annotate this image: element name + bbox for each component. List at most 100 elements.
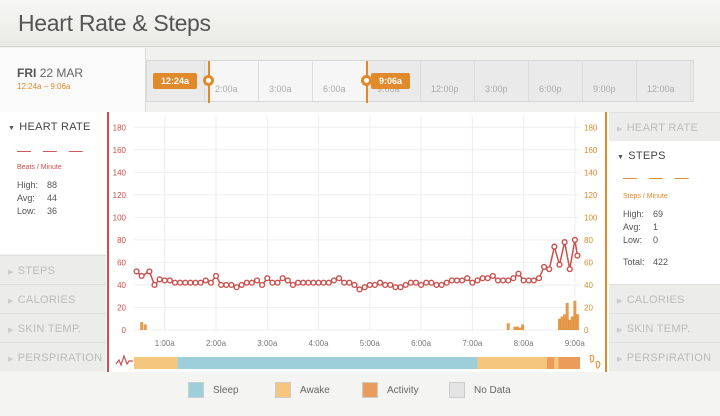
- heart-rate-point: [325, 279, 332, 286]
- heart-rate-steps-chart[interactable]: 0 20 40 60 80 100 120 140 160 180 0 20 40 60 80 100 120 1…: [106, 112, 609, 372]
- timeline-label: 3:00a: [269, 84, 292, 94]
- left-item-skin-temp[interactable]: ▶ SKIN TEMP.: [0, 313, 106, 342]
- heart-rate-point: [448, 277, 455, 284]
- left-item-calories[interactable]: ▶ CALORIES: [0, 284, 106, 313]
- activity-segment-activity: [558, 357, 580, 369]
- heart-rate-point: [520, 277, 527, 284]
- heart-rate-point: [469, 279, 476, 286]
- heart-rate-point: [259, 281, 266, 289]
- heart-rate-point: [212, 272, 220, 280]
- footsteps-icon: [589, 354, 601, 369]
- y-tick-label-left: 60: [117, 258, 126, 267]
- legend-label-no-data: No Data: [474, 385, 511, 396]
- heart-rate-point: [320, 279, 327, 286]
- timeline-selection[interactable]: [209, 61, 367, 101]
- activity-segment-sleep: [177, 357, 478, 369]
- stat-high-label: High:: [17, 180, 39, 190]
- heart-rate-point: [443, 279, 450, 286]
- steps-bar: [518, 327, 522, 330]
- heart-rate-point: [500, 277, 507, 284]
- stat-avg: Avg: 44: [17, 193, 57, 203]
- y-tick-label-left: 0: [122, 326, 127, 335]
- steps-bar: [568, 319, 572, 330]
- heart-rate-point: [341, 279, 348, 286]
- heart-rate-point: [284, 277, 291, 284]
- right-item-perspiration[interactable]: ▶ PERSPIRATION: [609, 342, 720, 371]
- heart-rate-point: [166, 277, 173, 284]
- x-tick-label: 4:00a: [309, 339, 330, 348]
- date-display: FRI 22 MAR 12:24a – 9:06a: [0, 48, 146, 112]
- legend-label-awake: Awake: [300, 385, 330, 396]
- heart-rate-point: [402, 281, 409, 289]
- heart-rate-point: [289, 281, 297, 289]
- timeline-label: 9:00a: [377, 84, 400, 94]
- heart-rate-dashes: — — —: [17, 142, 87, 158]
- steps-bar: [563, 314, 567, 330]
- heart-rate-point: [515, 270, 522, 277]
- heart-rate-point: [233, 284, 240, 291]
- heart-rate-point: [484, 275, 491, 282]
- chart-canvas[interactable]: 0 20 40 60 80 100 120 140 160 180 0 20 40 60 80 100 120 1…: [106, 112, 609, 372]
- steps-bar: [506, 323, 510, 330]
- heart-rate-point: [218, 281, 225, 289]
- heart-rate-point: [335, 275, 343, 282]
- heart-rate-point: [133, 268, 140, 275]
- heart-rate-point: [489, 272, 496, 280]
- legend-swatch-activity: [362, 382, 378, 398]
- right-item-calories[interactable]: ▶ CALORIES: [609, 284, 720, 313]
- right-item-label: CALORIES: [626, 294, 685, 306]
- date-value: 22 MAR: [39, 66, 84, 80]
- y-tick-label-left: 160: [113, 146, 127, 155]
- steps-dashes: — — —: [623, 169, 693, 185]
- left-item-label: PERSPIRATION: [17, 352, 103, 364]
- activity-segment-activity: [546, 357, 555, 369]
- steps-unit: Steps / Minute: [623, 193, 668, 200]
- y-tick-label-left: 140: [113, 168, 127, 177]
- timeline-label: 12:00p: [431, 84, 459, 94]
- heart-rate-header[interactable]: ▼ HEART RATE: [8, 121, 91, 133]
- page-title: Heart Rate & Steps: [18, 10, 211, 36]
- heart-rate-point: [397, 284, 404, 291]
- timeline-tick: [690, 61, 691, 101]
- stat-avg-label: Avg:: [623, 222, 641, 232]
- end-time-tag[interactable]: 9:06a: [371, 73, 411, 89]
- heart-rate-point: [392, 284, 399, 291]
- heart-rate-point: [382, 281, 389, 289]
- heart-rate-point: [182, 279, 189, 286]
- right-item-heart-rate[interactable]: ▶ HEART RATE: [609, 112, 720, 141]
- steps-header[interactable]: ▼ STEPS: [617, 150, 666, 162]
- stat-avg-label: Avg:: [17, 193, 35, 203]
- timeline-tick: [582, 61, 583, 101]
- y-tick-label-left: 40: [117, 281, 126, 290]
- x-tick-label: 3:00a: [257, 339, 278, 348]
- timeline-scrubber[interactable]: 2:00a 3:00a 6:00a 9:00a 12:00p 3:00p 6:00p 9:00…: [146, 60, 694, 103]
- heart-rate-panel[interactable]: ▼ HEART RATE — — — Beats / Minute High: 88…: [0, 112, 106, 254]
- heart-rate-point: [458, 277, 466, 284]
- left-item-perspiration[interactable]: ▶ PERSPIRATION: [0, 342, 106, 371]
- heart-rate-unit: Beats / Minute: [17, 164, 62, 171]
- stat-low-value: 0: [653, 235, 659, 245]
- legend-swatch-no-data: [449, 382, 465, 398]
- steps-panel[interactable]: ▼ STEPS — — — Steps / Minute High: 69 Avg:…: [609, 141, 720, 284]
- steps-bar: [557, 318, 561, 330]
- left-item-steps[interactable]: ▶ STEPS: [0, 255, 106, 284]
- steps-title: STEPS: [628, 150, 666, 162]
- x-tick-label: 8:00a: [514, 339, 535, 348]
- start-handle-knob[interactable]: [203, 75, 214, 86]
- start-time-tag[interactable]: 12:24a: [153, 73, 198, 89]
- heart-rate-point: [310, 279, 317, 286]
- stat-avg-value: 1: [653, 222, 659, 232]
- right-item-skin-temp[interactable]: ▶ SKIN TEMP.: [609, 313, 720, 342]
- left-item-label: SKIN TEMP.: [17, 323, 82, 335]
- end-handle-knob[interactable]: [361, 75, 372, 86]
- legend-label-sleep: Sleep: [213, 385, 239, 396]
- timeline-label: 2:00a: [215, 84, 238, 94]
- heart-rate-point: [376, 279, 384, 286]
- heart-rate-point: [279, 275, 286, 282]
- y-tick-label-left: 20: [117, 303, 126, 312]
- heart-rate-point: [494, 277, 502, 284]
- heart-rate-point: [412, 279, 420, 286]
- steps-bar: [575, 314, 579, 330]
- steps-bar: [143, 324, 147, 330]
- date-range: 12:24a – 9:06a: [17, 82, 71, 91]
